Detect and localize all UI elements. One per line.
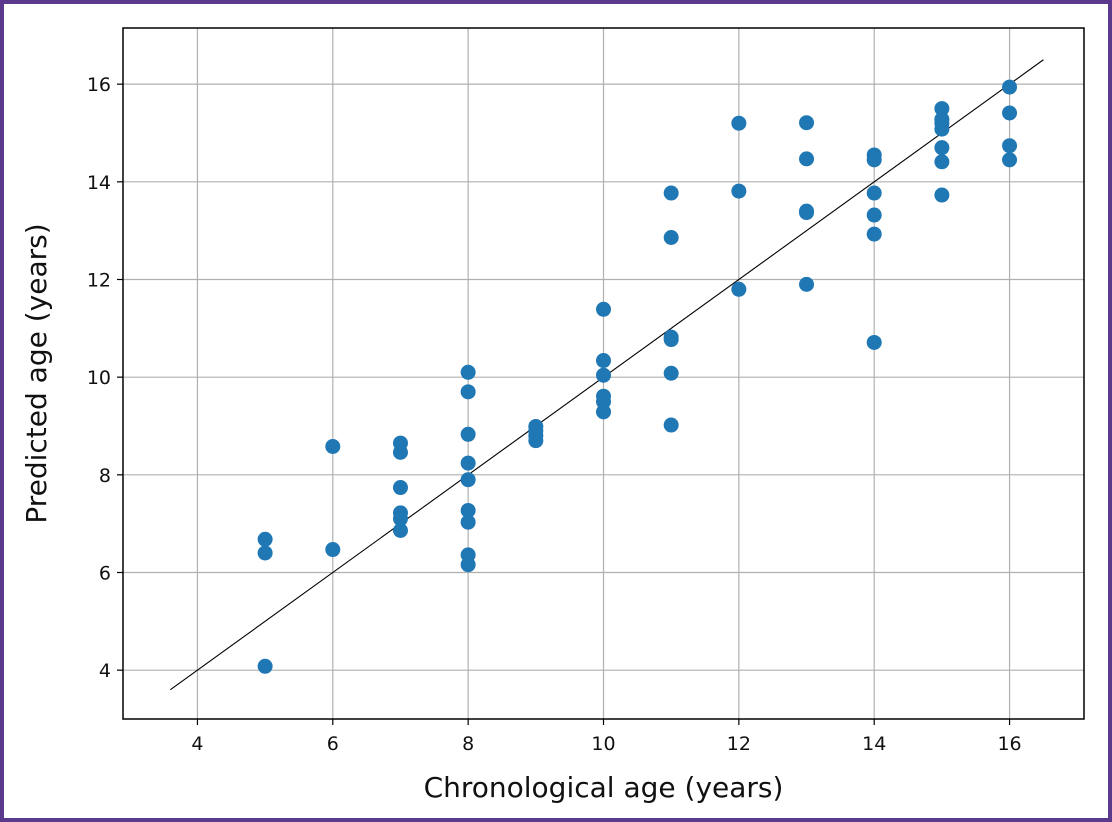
- x-tick-label: 12: [727, 733, 751, 755]
- data-point: [663, 332, 679, 348]
- data-point: [799, 205, 815, 221]
- data-point: [934, 187, 950, 203]
- data-point: [731, 183, 747, 199]
- data-point: [460, 514, 476, 530]
- data-point: [257, 545, 273, 561]
- data-point: [934, 101, 950, 117]
- data-point: [392, 523, 408, 539]
- data-point: [257, 531, 273, 547]
- data-point: [1002, 105, 1018, 121]
- x-tick-label: 8: [462, 733, 474, 755]
- data-point: [1002, 79, 1018, 95]
- data-point: [663, 365, 679, 381]
- data-point: [934, 121, 950, 137]
- data-point: [934, 140, 950, 156]
- data-point: [460, 502, 476, 518]
- data-point: [460, 472, 476, 488]
- data-point: [866, 185, 882, 201]
- data-point: [460, 364, 476, 380]
- data-point: [934, 154, 950, 170]
- x-tick-label: 10: [591, 733, 615, 755]
- x-tick-label: 6: [327, 733, 339, 755]
- data-point: [663, 417, 679, 433]
- data-point: [460, 426, 476, 442]
- data-point: [596, 394, 611, 410]
- y-tick-label: 10: [87, 367, 111, 389]
- data-points: [257, 79, 1018, 674]
- data-point: [596, 301, 611, 317]
- data-point: [392, 511, 408, 527]
- data-point: [799, 151, 815, 167]
- data-point: [392, 480, 408, 496]
- data-point: [731, 115, 747, 131]
- data-point: [799, 115, 815, 131]
- x-tick-label: 16: [997, 733, 1021, 755]
- grid-lines: [123, 28, 1084, 719]
- x-axis-label: Chronological age (years): [424, 771, 784, 804]
- data-point: [596, 367, 611, 383]
- y-tick-label: 6: [99, 562, 111, 584]
- data-point: [663, 229, 679, 245]
- data-point: [460, 557, 476, 573]
- data-point: [528, 433, 544, 449]
- data-point: [257, 658, 273, 674]
- data-point: [799, 276, 815, 292]
- data-point: [866, 152, 882, 168]
- y-axis-label: Predicted age (years): [20, 223, 53, 523]
- y-tick-label: 14: [87, 172, 111, 194]
- data-point: [460, 384, 476, 400]
- data-point: [866, 334, 882, 350]
- data-point: [866, 226, 882, 242]
- data-point: [866, 207, 882, 223]
- data-point: [325, 542, 341, 558]
- x-tick-label: 4: [191, 733, 203, 755]
- data-point: [596, 353, 611, 369]
- data-point: [392, 444, 408, 460]
- y-tick-label: 8: [99, 465, 111, 487]
- data-point: [325, 439, 341, 455]
- data-point: [731, 281, 747, 297]
- data-point: [1002, 138, 1018, 154]
- data-point: [460, 455, 476, 471]
- data-point: [596, 404, 611, 420]
- y-tick-label: 16: [87, 74, 111, 96]
- data-point: [663, 185, 679, 201]
- y-tick-label: 4: [99, 660, 111, 682]
- axis-ticks: 4 6 8 10 12 14 16 4 6 8 10 12 14 16: [87, 74, 1022, 755]
- y-tick-label: 12: [87, 269, 111, 291]
- data-point: [1002, 152, 1018, 168]
- x-tick-label: 14: [862, 733, 886, 755]
